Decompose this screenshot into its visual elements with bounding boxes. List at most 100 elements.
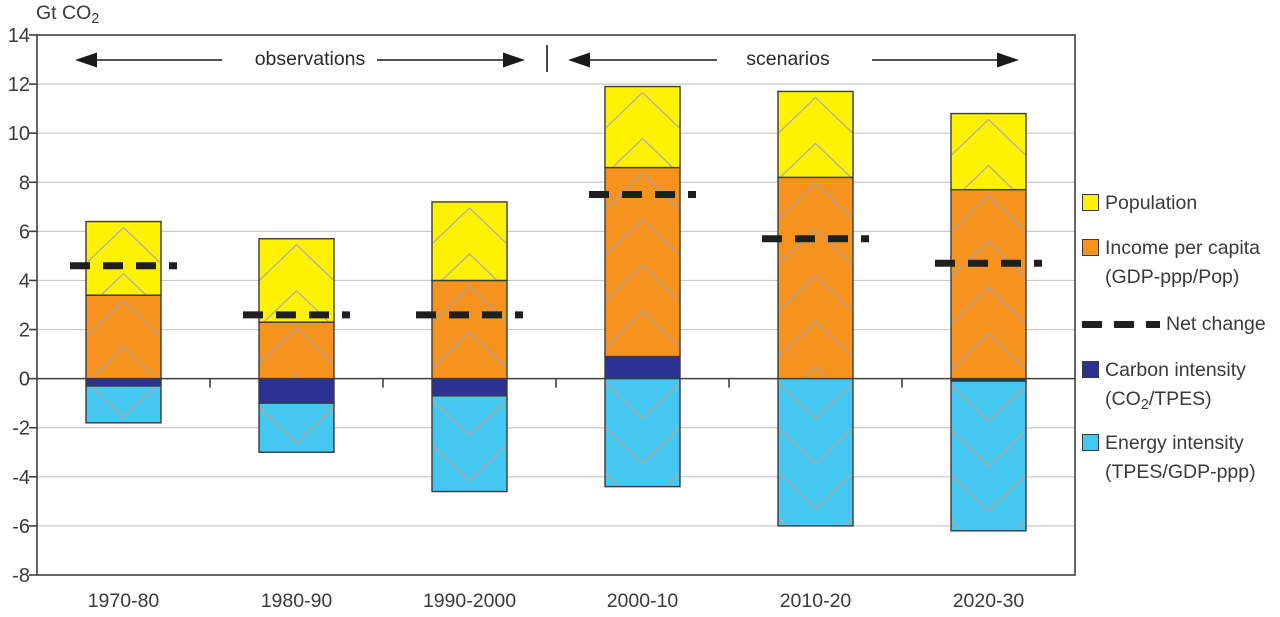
y-tick-label: -2 <box>12 418 30 440</box>
x-tick-label: 2000-10 <box>607 590 679 612</box>
hatch-group <box>87 300 160 378</box>
scenarios-span-label: scenarios <box>746 48 830 70</box>
legend-item-energy-intensity: Energy intensity (TPES/GDP-ppp) <box>1082 429 1256 487</box>
hatch-group <box>259 407 334 488</box>
y-axis-title-subscript: 2 <box>91 11 100 27</box>
bar-group-1980-90 <box>243 238 350 488</box>
bar-segment-carbon <box>258 377 335 404</box>
x-tick-label: 1970-80 <box>88 590 160 612</box>
y-tick-label: 0 <box>19 369 30 391</box>
hatch-group <box>433 207 506 280</box>
chevron-hatch <box>952 194 1025 232</box>
legend-label-energy-line2: (TPES/GDP-ppp) <box>1105 461 1256 483</box>
net-change-dash-swatch <box>1082 321 1160 328</box>
y-tick-label: 10 <box>8 123 30 145</box>
bar-segment-population <box>604 85 681 169</box>
bar-segment-energy <box>258 402 335 453</box>
hatch-group <box>433 285 506 378</box>
legend-label-carbon-post: /TPES) <box>1148 388 1212 410</box>
bar-segment-income <box>431 279 508 380</box>
energy-intensity-swatch <box>1082 434 1099 451</box>
y-tick-label: 8 <box>19 172 30 194</box>
hatch-group <box>91 387 156 419</box>
chevron-hatch <box>612 137 673 167</box>
bar-segment-population <box>258 238 335 323</box>
chevron-hatch <box>606 264 679 302</box>
chevron-hatch <box>779 320 852 358</box>
chevron-hatch <box>442 253 497 280</box>
y-tick-label: 14 <box>8 25 30 47</box>
legend-label-income-line2: (GDP-ppp/Pop) <box>1105 266 1240 288</box>
carbon-intensity-swatch <box>1082 361 1099 378</box>
chevron-hatch <box>952 475 1025 512</box>
legend-label-energy: Energy intensity (TPES/GDP-ppp) <box>1105 429 1256 487</box>
x-tick-label: 1990-2000 <box>423 590 516 612</box>
hatch-group <box>779 182 852 378</box>
hatch-group <box>433 399 506 491</box>
legend-label-population: Population <box>1105 192 1198 214</box>
bar-group-2010-20 <box>762 90 869 527</box>
legend-item-net-change: Net change <box>1082 310 1266 339</box>
chevron-hatch <box>606 427 679 465</box>
chevron-hatch <box>433 444 506 482</box>
chevron-hatch <box>606 91 679 129</box>
bar-segment-population <box>950 112 1027 191</box>
x-tick-label: 2010-20 <box>780 590 852 612</box>
arrowhead <box>75 52 97 68</box>
chevron-hatch <box>952 332 1025 370</box>
bar-segment-population <box>431 201 508 282</box>
chevron-hatch <box>260 327 333 365</box>
hatch-group <box>606 382 679 486</box>
y-axis-title-text: Gt CO <box>36 2 92 24</box>
chevron-hatch <box>433 285 506 323</box>
y-tick-label: 2 <box>19 320 30 342</box>
bar-segment-energy <box>777 377 854 527</box>
chevron-hatch <box>779 427 852 465</box>
legend-label-income-line1: Income per capita <box>1105 237 1261 259</box>
bar-segment-carbon <box>604 355 681 380</box>
bar-segment-income <box>950 188 1027 380</box>
hatch-group <box>952 385 1025 530</box>
arrowhead <box>568 52 590 68</box>
chevron-hatch <box>259 452 334 488</box>
legend-label-net-change: Net change <box>1166 313 1266 335</box>
bar-group-2020-30 <box>935 112 1042 532</box>
y-tick-label: 12 <box>8 74 30 96</box>
income-swatch <box>1082 239 1099 256</box>
bar-group-2000-10 <box>589 85 696 488</box>
chevron-hatch <box>260 407 333 445</box>
chevron-hatch <box>606 218 679 256</box>
hatch-group <box>87 226 160 295</box>
chevron-hatch <box>779 382 852 420</box>
chevron-hatch <box>779 228 852 266</box>
bar-group-1970-80 <box>70 220 177 424</box>
bar-segment-carbon <box>85 377 162 387</box>
chevron-hatch <box>606 382 679 420</box>
chevron-hatch <box>101 272 146 295</box>
y-tick-label: -6 <box>12 516 30 538</box>
hatch-group <box>952 118 1025 189</box>
chevron-hatch <box>952 286 1025 324</box>
legend-label-energy-line1: Energy intensity <box>1105 432 1244 454</box>
y-axis-title: Gt CO2 <box>36 2 99 27</box>
chevron-hatch <box>606 310 679 348</box>
bar-segment-carbon <box>431 377 508 397</box>
population-swatch <box>1082 194 1099 211</box>
bar-segment-energy <box>604 377 681 488</box>
legend-item-income: Income per capita (GDP-ppp/Pop) <box>1082 234 1260 292</box>
chevron-hatch <box>963 164 1014 189</box>
hatch-group <box>952 194 1025 370</box>
legend-label-carbon-pre: (CO <box>1105 388 1141 410</box>
hatch-group <box>779 382 852 525</box>
chevron-hatch <box>606 472 679 486</box>
hatch-group <box>779 96 852 177</box>
chevron-hatch <box>779 472 852 510</box>
chevron-hatch <box>779 96 852 134</box>
bar-segment-population <box>777 90 854 179</box>
chevron-hatch <box>952 385 1025 422</box>
bar-segment-income <box>258 321 335 380</box>
chevron-hatch <box>433 399 506 437</box>
chevron-hatch <box>91 387 156 419</box>
